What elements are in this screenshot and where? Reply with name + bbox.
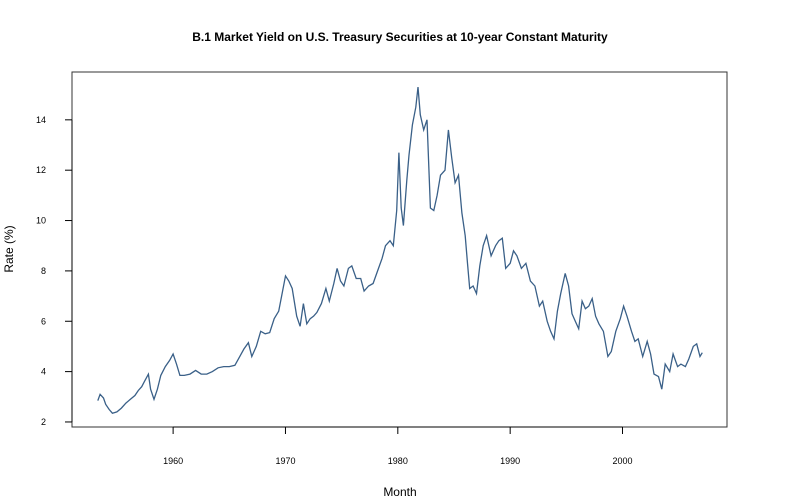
y-tick-label: 6 <box>41 316 46 326</box>
x-tick-label: 1960 <box>163 456 183 466</box>
chart-title: B.1 Market Yield on U.S. Treasury Securi… <box>192 30 608 44</box>
y-tick-label: 2 <box>41 417 46 427</box>
yield-series-line <box>97 87 703 414</box>
y-tick-label: 8 <box>41 266 46 276</box>
y-tick-label: 10 <box>36 216 46 226</box>
plot-frame <box>71 71 728 428</box>
x-axis: 1960 1970 1980 1990 2000 <box>163 426 633 466</box>
x-tick-label: 1980 <box>388 456 408 466</box>
y-tick-label: 14 <box>36 115 46 125</box>
y-tick-label: 4 <box>41 367 46 377</box>
y-tick-label: 12 <box>36 165 46 175</box>
y-axis: 2 4 6 8 10 12 14 <box>36 115 73 427</box>
y-axis-label: Rate (%) <box>2 225 16 272</box>
x-axis-label: Month <box>383 485 416 499</box>
x-tick-label: 1990 <box>500 456 520 466</box>
x-tick-label: 2000 <box>612 456 632 466</box>
x-tick-label: 1970 <box>275 456 295 466</box>
